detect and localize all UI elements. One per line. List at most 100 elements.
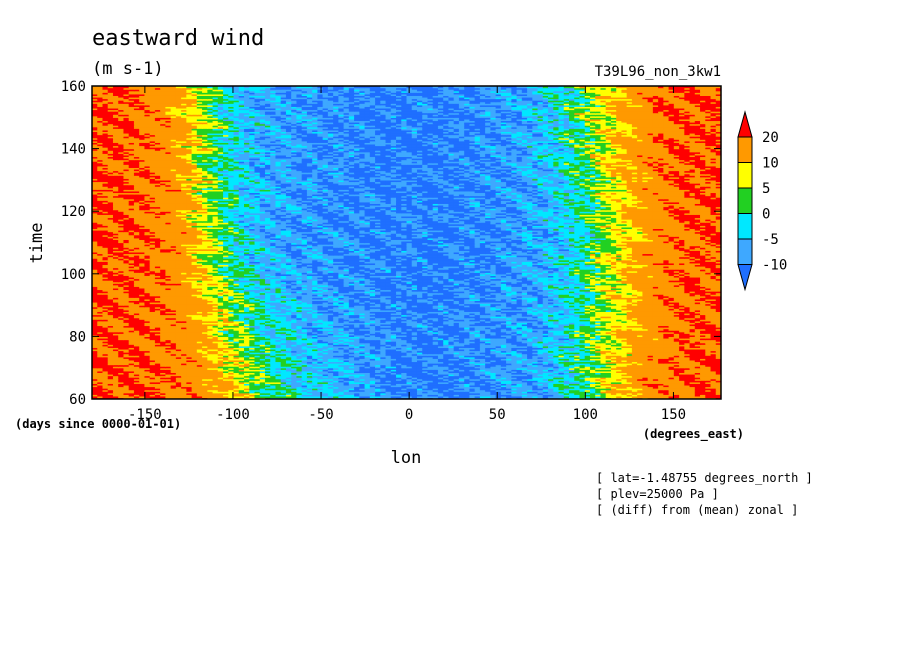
heat-cell xyxy=(479,397,486,399)
heat-cell xyxy=(186,395,193,399)
heat-cell xyxy=(700,392,706,395)
heat-cell xyxy=(375,395,381,399)
heat-cell xyxy=(553,395,560,399)
heat-cell xyxy=(579,397,586,399)
heat-cell xyxy=(380,395,387,399)
heat-cell xyxy=(574,395,581,399)
heat-cell xyxy=(123,394,130,397)
heat-cell xyxy=(154,392,161,395)
heat-cell xyxy=(139,394,146,397)
heat-cell xyxy=(542,392,549,395)
heat-cell xyxy=(207,391,214,394)
heat-cell xyxy=(705,397,712,399)
heat-cell xyxy=(97,392,104,395)
heat-cell xyxy=(437,397,444,399)
heat-cell xyxy=(595,394,602,397)
heat-cell xyxy=(485,397,491,399)
heat-cell xyxy=(259,395,266,399)
heat-cell xyxy=(118,389,125,392)
heat-cell xyxy=(490,394,497,397)
heat-cell xyxy=(705,392,712,395)
heat-cell xyxy=(112,397,119,399)
heat-cell xyxy=(568,392,575,395)
heat-cell xyxy=(600,394,607,397)
heat-cell xyxy=(516,391,523,394)
heat-cell xyxy=(102,394,109,397)
heat-cell xyxy=(500,392,507,395)
heat-cell xyxy=(322,395,329,399)
heat-cell xyxy=(118,392,125,395)
heat-cell xyxy=(610,391,617,394)
heat-cell xyxy=(128,389,135,392)
heat-cell xyxy=(228,395,235,399)
heat-cell xyxy=(385,395,392,399)
heat-cell xyxy=(684,392,691,395)
heat-cell xyxy=(458,394,465,397)
heat-cell xyxy=(705,395,712,399)
heat-cell xyxy=(568,395,575,399)
heat-cell xyxy=(390,395,397,399)
heat-cell xyxy=(139,391,146,394)
heat-cell xyxy=(333,397,339,399)
heat-cell xyxy=(238,391,245,394)
heat-cell xyxy=(144,392,151,395)
heat-cell xyxy=(196,391,203,394)
heat-cell xyxy=(275,397,282,399)
heat-cell xyxy=(416,395,423,399)
heat-cell xyxy=(700,395,706,399)
heat-cell xyxy=(521,391,528,394)
heat-cell xyxy=(296,392,303,395)
heat-cell xyxy=(589,392,596,395)
heat-cell xyxy=(291,397,298,399)
heat-cell xyxy=(621,391,628,394)
heat-cell xyxy=(364,391,371,394)
heat-cell xyxy=(354,394,360,397)
heat-cell xyxy=(673,395,680,399)
heat-cell xyxy=(343,397,350,399)
heat-cell xyxy=(500,395,507,399)
heat-cell xyxy=(401,391,408,394)
heat-cell xyxy=(689,395,696,399)
heat-cell xyxy=(170,397,177,399)
heat-cell xyxy=(128,395,135,399)
heat-cell xyxy=(584,392,591,395)
heat-cell xyxy=(401,394,408,397)
heat-cell xyxy=(647,395,654,399)
heat-cell xyxy=(548,392,554,395)
heat-cell xyxy=(333,391,339,394)
heat-cell xyxy=(474,394,481,397)
heat-cell xyxy=(490,395,497,399)
heat-cell xyxy=(626,391,633,394)
heat-cell xyxy=(359,392,366,395)
heat-cell xyxy=(112,392,119,395)
heat-cell xyxy=(275,394,282,397)
heat-cell xyxy=(380,397,387,399)
heat-cell xyxy=(694,392,701,395)
heat-cell xyxy=(521,395,528,399)
heat-cell xyxy=(369,392,376,395)
heat-cell xyxy=(327,397,334,399)
heat-cell xyxy=(673,392,680,395)
heat-cell xyxy=(474,397,481,399)
heat-cell xyxy=(144,391,151,394)
heat-cell xyxy=(212,395,219,399)
heat-cell xyxy=(238,392,245,395)
heat-cell xyxy=(149,391,156,394)
heat-cell xyxy=(610,395,617,399)
heat-cell xyxy=(469,395,476,399)
heat-cell xyxy=(684,391,691,394)
heat-cell xyxy=(202,395,208,399)
heat-cell xyxy=(133,392,140,395)
heat-cell xyxy=(631,397,638,399)
heat-cell xyxy=(317,394,324,397)
heat-cell xyxy=(626,392,633,395)
heat-cell xyxy=(285,391,292,394)
heat-cell xyxy=(558,394,565,397)
heat-cell xyxy=(202,394,208,397)
heat-cell xyxy=(144,395,151,399)
heat-cell xyxy=(637,395,643,399)
heat-cell xyxy=(684,397,691,399)
heat-cell xyxy=(181,391,187,394)
heat-cell xyxy=(233,395,240,399)
heat-cell xyxy=(233,397,240,399)
